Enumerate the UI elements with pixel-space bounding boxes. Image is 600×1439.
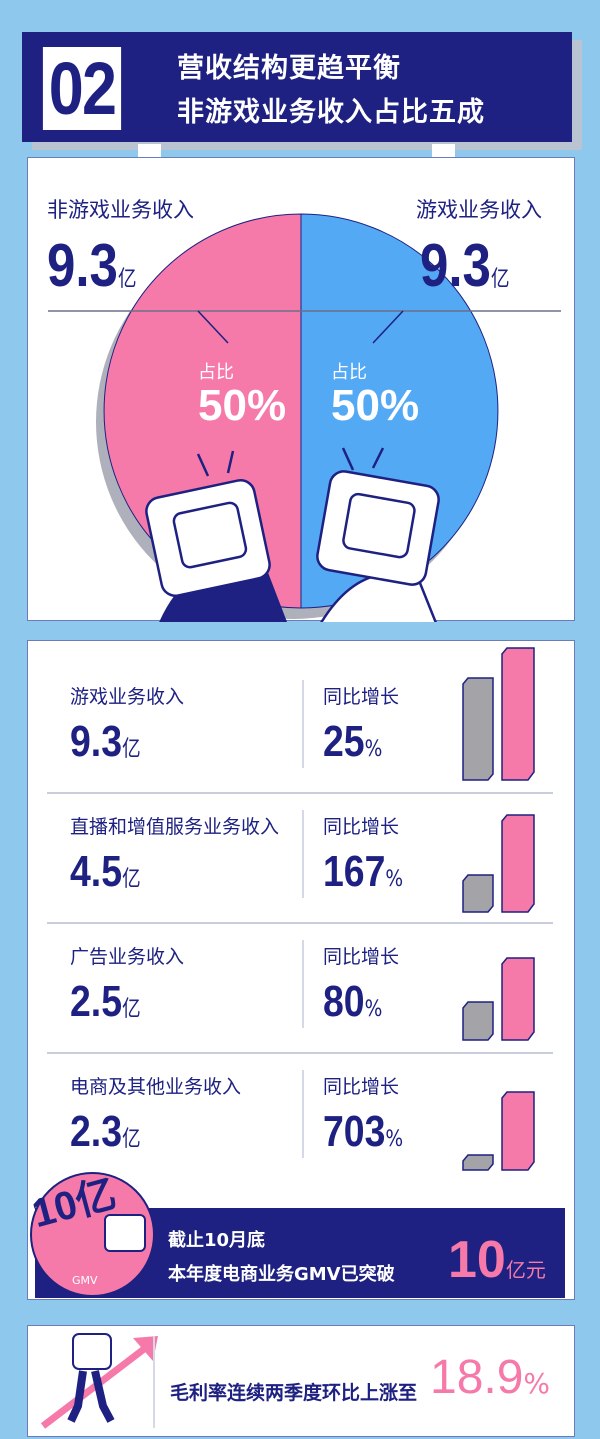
- bar-current: [501, 957, 535, 1041]
- section-number: 02: [42, 47, 122, 130]
- row-label: 直播和增值服务业务收入: [70, 816, 280, 838]
- row-divider: [47, 1052, 553, 1054]
- margin-panel: 毛利率连续两季度环比上涨至 18.9%: [27, 1325, 575, 1437]
- mascot-right-illustration: [316, 447, 440, 622]
- gmv-line1: 截止10月底: [168, 1230, 266, 1251]
- growth-value: 703%: [323, 1107, 404, 1156]
- margin-text: 毛利率连续两季度环比上涨至: [170, 1382, 418, 1404]
- divider: [302, 940, 304, 1028]
- section-header: 02 营收结构更趋平衡 非游戏业务收入占比五成: [22, 32, 572, 142]
- row-label: 电商及其他业务收入: [70, 1076, 242, 1098]
- pie-chart: [48, 213, 561, 622]
- row-divider: [47, 922, 553, 924]
- row-label: 游戏业务收入: [70, 686, 185, 708]
- growth-bars: [462, 647, 535, 781]
- mascot-arrow-illustration: [40, 1333, 158, 1429]
- growth-label: 同比增长: [323, 946, 400, 968]
- growth-value: 80%: [323, 977, 383, 1026]
- non-game-label: 非游戏业务收入: [47, 198, 194, 222]
- non-game-value: 9.3亿: [47, 232, 137, 299]
- row-value: 9.3亿: [70, 717, 141, 766]
- divider: [302, 810, 304, 898]
- title-line1: 营收结构更趋平衡: [177, 53, 401, 84]
- leader-line: [197, 310, 229, 344]
- bar-current: [501, 814, 535, 913]
- mascot-icon: [104, 1214, 146, 1252]
- game-label: 游戏业务收入: [416, 198, 542, 222]
- gmv-line2: 本年度电商业务GMV已突破: [168, 1264, 395, 1285]
- sign-post: [138, 144, 161, 158]
- row-label: 广告业务收入: [70, 946, 185, 968]
- growth-value: 167%: [323, 847, 404, 896]
- title-line2: 非游戏业务收入占比五成: [177, 97, 485, 128]
- mascot-left-illustration: [145, 450, 288, 622]
- divider: [302, 680, 304, 768]
- row-divider: [47, 792, 553, 794]
- growth-bars: [462, 957, 535, 1041]
- growth-label: 同比增长: [323, 816, 400, 838]
- row-value: 4.5亿: [70, 847, 141, 896]
- row-value: 2.5亿: [70, 977, 141, 1026]
- non-game-share: 占比 50%: [198, 362, 287, 430]
- row-value: 2.3亿: [70, 1107, 141, 1156]
- bar-previous: [462, 677, 494, 781]
- bar-previous: [462, 874, 494, 913]
- growth-label: 同比增长: [323, 686, 400, 708]
- game-value: 9.3亿: [420, 232, 510, 299]
- growth-bars: [462, 1091, 535, 1171]
- bar-previous: [462, 1154, 494, 1171]
- bar-current: [501, 647, 535, 781]
- margin-value: 18.9%: [430, 1351, 551, 1404]
- gmv-value: 10亿元: [448, 1231, 546, 1289]
- divider: [302, 1070, 304, 1158]
- leader-line: [372, 310, 404, 344]
- bar-current: [501, 1091, 535, 1171]
- growth-value: 25%: [323, 717, 383, 766]
- growth-label: 同比增长: [323, 1076, 400, 1098]
- sign-post: [432, 144, 455, 158]
- growth-bars: [462, 814, 535, 913]
- divider: [153, 1336, 155, 1428]
- bar-previous: [462, 1001, 494, 1041]
- game-share: 占比 50%: [331, 362, 420, 430]
- gmv-badge-illustration: 10亿 GMV: [28, 1172, 155, 1297]
- pie-panel: 非游戏业务收入 9.3亿 游戏业务收入 9.3亿 占比 50% 占比 50%: [27, 157, 575, 622]
